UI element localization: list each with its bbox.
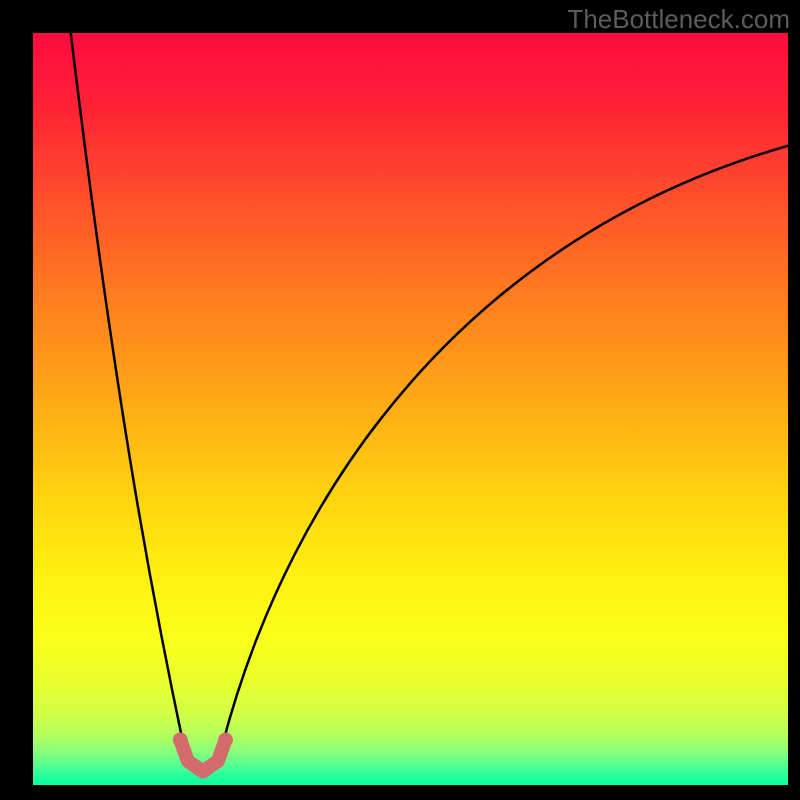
trough-endpoint-right [218, 732, 233, 747]
plot-svg [33, 33, 788, 785]
gradient-background [33, 33, 788, 785]
plot-area [33, 33, 788, 785]
chart-frame: TheBottleneck.com [0, 0, 800, 800]
trough-endpoint-left [173, 732, 188, 747]
watermark-text: TheBottleneck.com [567, 4, 790, 35]
